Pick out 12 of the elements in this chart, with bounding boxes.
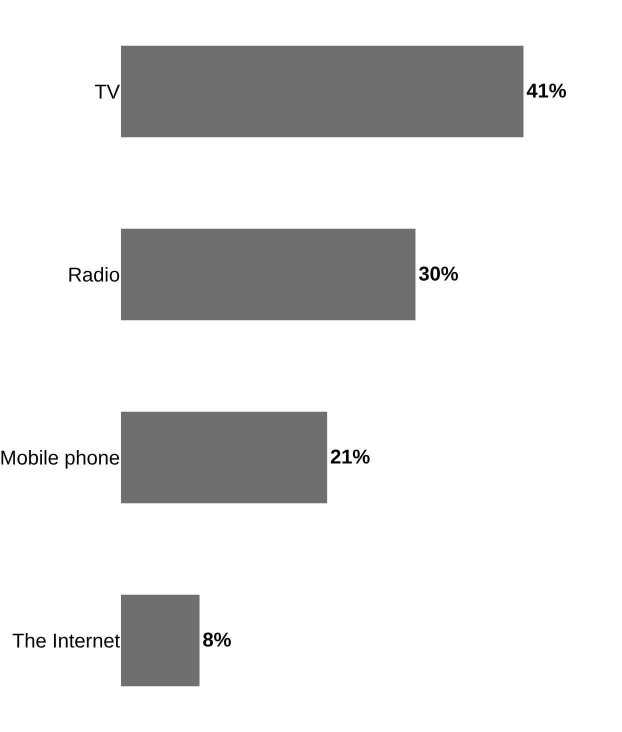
y-tick-label: Mobile phone	[0, 448, 120, 470]
data-label: 8%	[202, 630, 232, 652]
data-label: 30%	[418, 264, 459, 286]
y-tick-label: Radio	[68, 264, 120, 286]
bar	[121, 412, 328, 504]
bar	[121, 594, 200, 686]
y-tick-label: The Internet	[12, 630, 120, 652]
bar	[121, 46, 524, 138]
data-label: 41%	[526, 80, 567, 102]
y-tick-label: TV	[94, 82, 121, 104]
data-label: 21%	[330, 446, 370, 468]
bar	[121, 228, 416, 320]
